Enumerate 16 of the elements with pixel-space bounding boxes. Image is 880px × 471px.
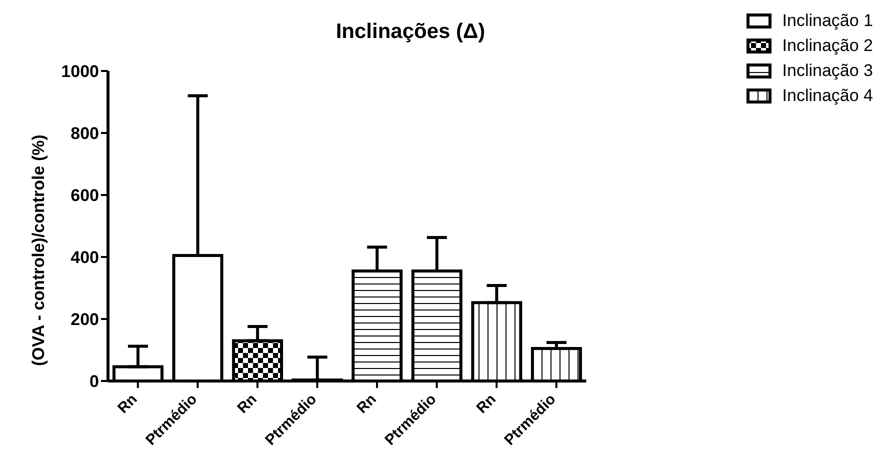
y-tick-label: 1000 — [61, 62, 99, 82]
legend-label: Inclinação 3 — [782, 60, 873, 80]
legend-label: Inclinação 1 — [782, 10, 873, 30]
x-tick-label: Rn — [114, 390, 141, 417]
x-tick-label: Rn — [354, 390, 380, 417]
x-tick-label: Rn — [473, 390, 500, 417]
x-tick-label: Rn — [234, 390, 260, 417]
y-axis-title: (OVA - controle)/controle (%) — [29, 134, 48, 366]
y-tick-label: 400 — [70, 248, 99, 268]
chart-title: Inclinações (Δ) — [334, 20, 486, 44]
legend-label: Inclinação 2 — [782, 36, 873, 56]
y-tick-label: 200 — [70, 310, 99, 330]
y-tick-label: 600 — [70, 186, 99, 206]
legend-label: Inclinação 4 — [782, 86, 873, 106]
y-tick-label: 800 — [70, 124, 99, 144]
y-tick-label: 0 — [90, 372, 99, 392]
